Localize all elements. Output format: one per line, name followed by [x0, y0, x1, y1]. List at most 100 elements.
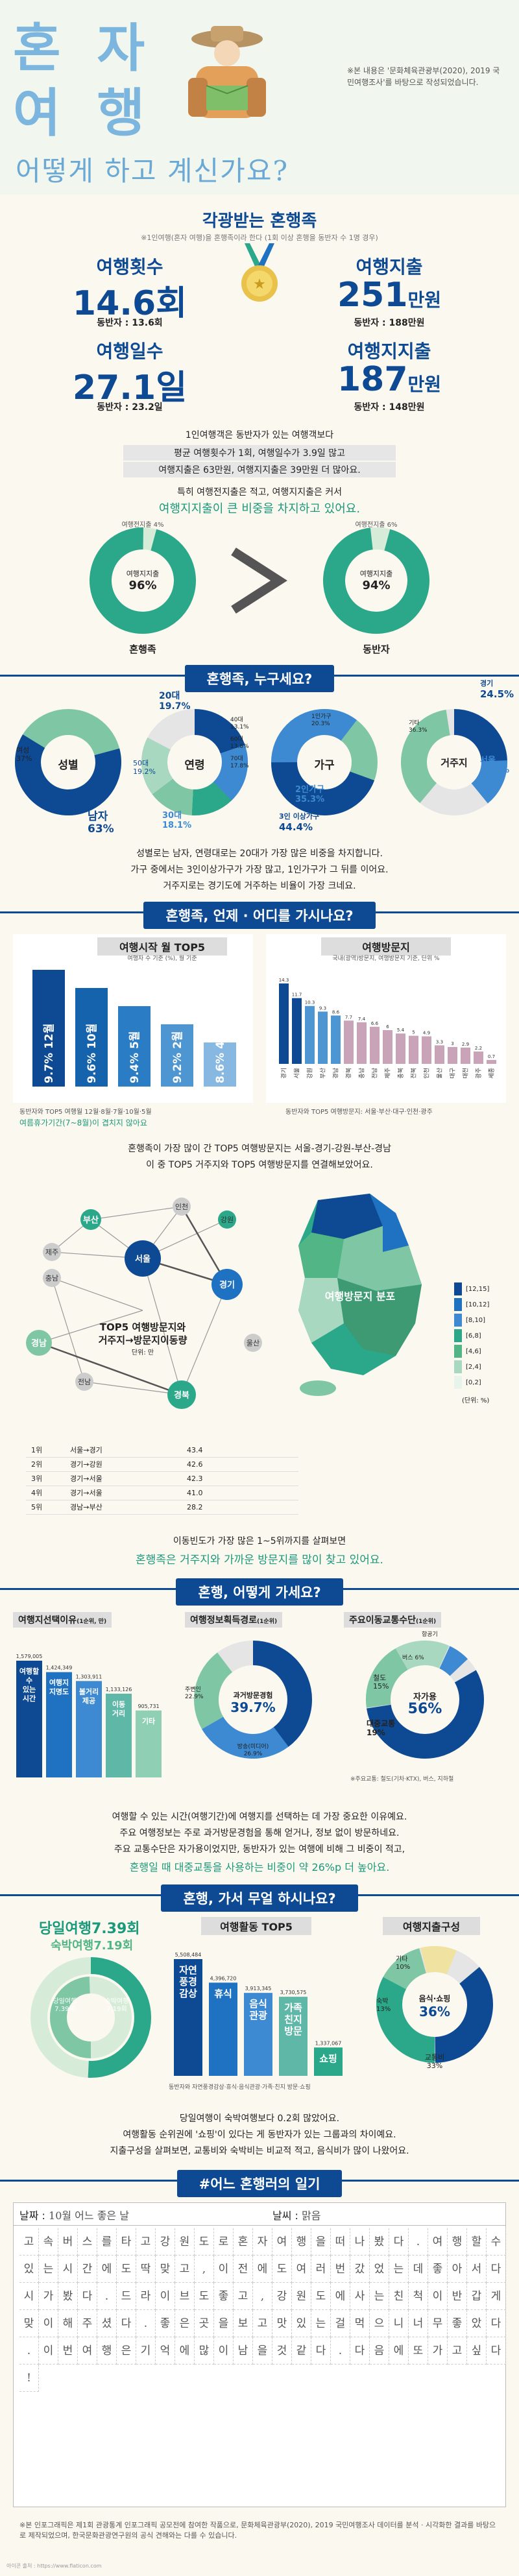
age-30: 30대 18.1% [162, 811, 191, 830]
legend-label: [4,6] [466, 1347, 481, 1355]
spend-center-b: 36% [419, 2004, 450, 2019]
info-title-text: 여행정보획득경로 [190, 1615, 258, 1626]
diary-char: 원 [175, 2228, 195, 2256]
diary-char: 억 [156, 2337, 175, 2365]
gender-m-pct: 63% [88, 823, 114, 836]
act-title: 여행활동 TOP5 [201, 1917, 311, 1935]
diary-char: 자 [253, 2228, 272, 2256]
legend-swatch [454, 1314, 462, 1327]
dest-bar [370, 1026, 380, 1064]
act-caption: 동반자와 자연풍경감상·휴식·음식관광·가족·친지 방문·쇼핑 [169, 2084, 311, 2091]
lodge-value-wrap: 187만원 [311, 360, 467, 399]
dest-value: 6 [386, 1024, 389, 1029]
diary-char: 시 [19, 2283, 39, 2310]
diary-char: 이 [39, 2337, 58, 2365]
age-30-pct: 18.1% [162, 821, 192, 830]
diary-char: 행 [292, 2228, 311, 2256]
diary-char: 수 [487, 2228, 506, 2256]
dest-value: 7.4 [358, 1017, 366, 1022]
age-20: 20대 19.7% [159, 691, 191, 712]
reason-label: 지명도 [49, 1687, 69, 1696]
spend-c-label: 기타 [396, 1956, 408, 1963]
legend-label: [12,15] [466, 1285, 490, 1293]
night-ring-b-label: 숙박여행 [104, 1998, 129, 2005]
diary-char: 러 [311, 2256, 331, 2283]
legend-swatch [454, 1298, 462, 1311]
spend-value-wrap: 251만원 [311, 276, 467, 315]
donut-left-top-label: 여행전지출 [121, 522, 152, 529]
s2-donuts [15, 709, 508, 815]
diary-char: 혼 [234, 2228, 253, 2256]
table-cell: 42.6 [187, 1460, 203, 1469]
svg-text:부산: 부산 [83, 1215, 99, 1225]
trans-center-a: 자가용 [413, 1692, 437, 1702]
s4-title: 혼행, 어떻게 가세요? [176, 1578, 343, 1606]
dest-label: 인천 [424, 1068, 431, 1079]
map-title: 여행방문지 분포 [324, 1290, 396, 1303]
legend-item: [8,10] [454, 1312, 513, 1328]
s1-para2: 평균 여행횟수가 1회, 여행일수가 3.9일 많고 [123, 445, 396, 461]
month-caption: 동반자와 TOP5 여행월 12월·8월·7월·10월·5월 [19, 1109, 152, 1116]
dest-bar [383, 1030, 392, 1064]
diary-char: 타 [117, 2228, 136, 2256]
diary-char: 같 [292, 2337, 311, 2365]
diary-char: 데 [409, 2256, 428, 2283]
spend-unit: 만원 [407, 289, 442, 311]
days-compare: 동반자 : 23.2일 [97, 402, 163, 413]
title-bottom: 여 행 [13, 82, 154, 143]
trans-hint: 항공기 [422, 1631, 438, 1638]
act-bar [174, 1959, 202, 2076]
diary-char: 간 [78, 2256, 97, 2283]
trans-title-text: 주요이동교통수단 [349, 1615, 416, 1626]
diary-char: 버 [58, 2228, 78, 2256]
s2-title: 혼행족, 누구세요? [184, 665, 335, 692]
diary-char: 행 [97, 2337, 117, 2365]
diary-char: 속 [39, 2228, 58, 2256]
dest-title: 여행방문지 [321, 937, 451, 956]
table-cell: 5위 [31, 1503, 43, 1511]
donut-compare [90, 527, 429, 634]
act-bar [279, 1997, 308, 2076]
diary-char: 주 [78, 2310, 97, 2337]
info-donut [194, 1641, 312, 1759]
house-1-label: 1인가구 [311, 714, 332, 720]
diary-char: , [195, 2256, 214, 2283]
s3-title-wrap: 혼행족, 언제 · 어디를 가시나요? [0, 902, 519, 929]
legend-swatch [454, 1329, 462, 1342]
night-ring-b-value: 7.19회 [106, 2006, 127, 2013]
dest-value: 5 [412, 1030, 415, 1035]
spend-b-label: 숙박 [376, 1998, 389, 2005]
day-title-a-label: 당일여행 [39, 1921, 91, 1937]
act-value: 5,508,484 [175, 1952, 202, 1958]
diary-char: 여 [292, 2256, 311, 2283]
age-60-pct: 13.8% [230, 743, 249, 750]
legend-item: [4,6] [454, 1343, 513, 1359]
lodge-unit: 만원 [407, 374, 442, 395]
diary-char: 해 [58, 2310, 78, 2337]
reason-unit: (1순위, 만) [77, 1619, 107, 1625]
s1-para4: 특히 여행전지출은 적고, 여행지지출은 커서 [176, 487, 343, 498]
s1-para5: 여행지지출이 큰 비중을 차지하고 있어요. [158, 502, 361, 516]
legend-unit: (단위: %) [462, 1397, 490, 1404]
s1-para3: 여행지출은 63만원, 여행지지출은 39만원 더 많아요. [123, 462, 396, 477]
donut-right-center-a: 여행지지출 [359, 570, 393, 578]
diary-char: . [331, 2337, 350, 2365]
dest-label: 강원 [307, 1068, 314, 1079]
trips-compare: 동반자 : 13.6회 [97, 318, 163, 328]
diary-char: 았 [467, 2310, 487, 2337]
day-title-b-label: 숙박여행 [51, 1939, 94, 1953]
diary-char: 싶 [467, 2337, 487, 2365]
age-50: 50대 19.2% [133, 759, 156, 776]
reason-label: 여행할 [19, 1667, 39, 1676]
diary-char: 할 [467, 2228, 487, 2256]
month-hl: 여름휴가기간(7~8월)이 겹치지 않아요 [19, 1118, 147, 1127]
s1-title: 각광받는 혼행족 [202, 211, 317, 231]
trans-center-b: 56% [407, 1701, 442, 1717]
diary-char: 사 [350, 2283, 370, 2310]
house-2-label: 2인가구 [295, 785, 324, 795]
dest-bar [487, 1059, 496, 1064]
diary-char: 번 [58, 2337, 78, 2365]
s5-title: 혼행, 가서 무얼 하시나요? [161, 1884, 358, 1912]
diary-char: 셨 [97, 2310, 117, 2337]
donut-left-top: 여행전지출 4% [104, 519, 182, 529]
